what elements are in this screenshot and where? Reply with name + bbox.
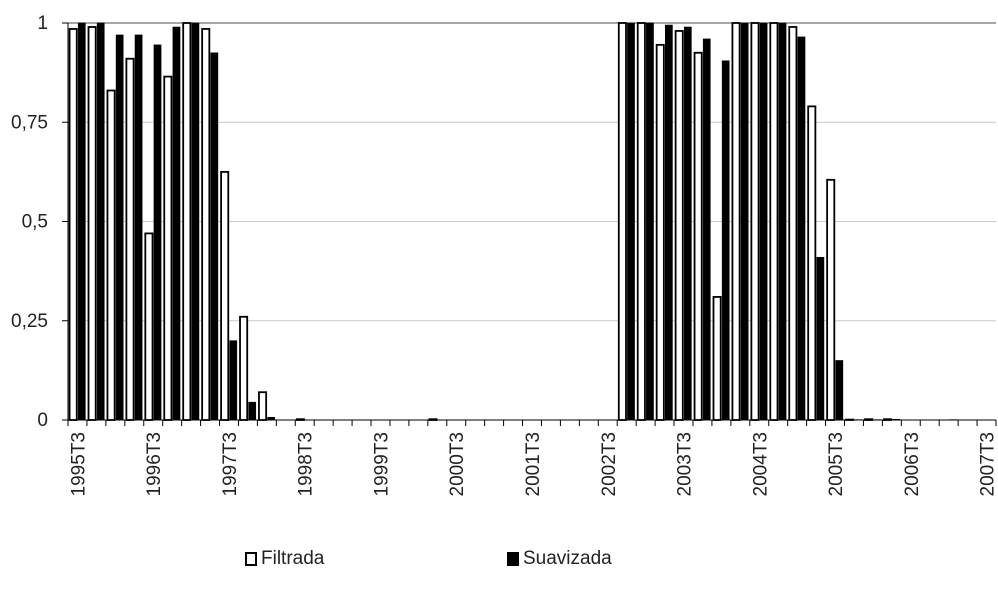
x-tick-label: 2003T3 xyxy=(675,432,696,496)
bar-suavizada xyxy=(229,340,238,421)
x-tick-label: 1998T3 xyxy=(296,432,317,496)
bar-suavizada xyxy=(721,60,730,421)
y-tick-label: 1 xyxy=(37,13,48,34)
y-tick-label: 0,25 xyxy=(11,311,48,332)
bar-suavizada xyxy=(797,36,806,421)
bar-filtrada xyxy=(826,178,836,421)
bar-suavizada xyxy=(96,22,105,421)
y-tick-label: 0,5 xyxy=(22,212,48,233)
bar-suavizada xyxy=(627,22,635,421)
bar-filtrada xyxy=(788,26,798,421)
bar-suavizada xyxy=(759,22,768,421)
x-tick-label: 1999T3 xyxy=(371,432,392,496)
bar-filtrada xyxy=(712,296,722,421)
x-tick-label: 2004T3 xyxy=(750,432,771,496)
legend-swatch-suavizada xyxy=(507,552,519,566)
x-tick-label: 1997T3 xyxy=(220,432,241,496)
bar-filtrada xyxy=(617,22,627,421)
bar-filtrada xyxy=(674,30,684,421)
bar-suavizada xyxy=(778,22,787,421)
bar-suavizada xyxy=(134,34,143,421)
bar-filtrada xyxy=(655,43,665,421)
bar-filtrada xyxy=(125,57,135,421)
bar-suavizada xyxy=(816,256,825,421)
bar-filtrada xyxy=(239,315,249,421)
bar-suavizada xyxy=(835,360,844,421)
bar-filtrada xyxy=(636,22,646,421)
bar-suavizada xyxy=(153,44,162,421)
bar-suavizada xyxy=(702,38,711,421)
legend: Filtrada Suavizada xyxy=(0,548,998,578)
legend-label-filtrada: Filtrada xyxy=(261,548,325,569)
x-tick-label: 2005T3 xyxy=(826,432,847,496)
bar-suavizada xyxy=(740,22,749,421)
bar-suavizada xyxy=(683,26,692,421)
legend-swatch-filtrada xyxy=(245,552,257,566)
bar-filtrada xyxy=(106,89,116,421)
y-tick-label: 0 xyxy=(37,410,48,431)
bar-filtrada xyxy=(220,170,230,421)
x-tick-label: 2002T3 xyxy=(599,432,620,496)
legend-item-filtrada: Filtrada xyxy=(245,548,324,570)
x-tick-label: 2000T3 xyxy=(447,432,468,496)
bar-suavizada xyxy=(77,22,86,421)
bar-suavizada xyxy=(665,24,673,421)
x-tick-label: 1995T3 xyxy=(68,432,89,496)
bar-suavizada xyxy=(191,22,200,421)
bar-filtrada xyxy=(807,105,817,421)
legend-item-suavizada: Suavizada xyxy=(507,548,612,570)
bar-suavizada xyxy=(248,401,257,421)
bar-filtrada xyxy=(144,232,154,421)
bar-filtrada xyxy=(87,26,97,421)
bar-filtrada xyxy=(68,28,78,421)
bar-filtrada xyxy=(693,51,703,421)
x-tick-label: 2007T3 xyxy=(978,432,998,496)
y-tick-label: 0,75 xyxy=(11,112,48,133)
bar-filtrada xyxy=(731,22,741,421)
bar-chart: 0 0,25 0,5 0,75 1 1995T3 1996T3 1997T3 1998T3 199… xyxy=(11,13,998,496)
bar-filtrada xyxy=(182,22,192,421)
bar-suavizada xyxy=(646,22,654,421)
x-tick-label: 1996T3 xyxy=(144,432,165,496)
bar-filtrada xyxy=(258,391,268,421)
bar-filtrada xyxy=(769,22,779,421)
bar-suavizada xyxy=(115,34,124,421)
x-tick-label: 2001T3 xyxy=(523,432,544,496)
bar-filtrada xyxy=(201,28,211,421)
bar-filtrada xyxy=(163,75,173,421)
bar-suavizada xyxy=(172,26,181,421)
bar-suavizada xyxy=(210,52,219,421)
bar-filtrada xyxy=(750,22,760,421)
x-tick-label: 2006T3 xyxy=(902,432,923,496)
legend-label-suavizada: Suavizada xyxy=(523,548,612,569)
